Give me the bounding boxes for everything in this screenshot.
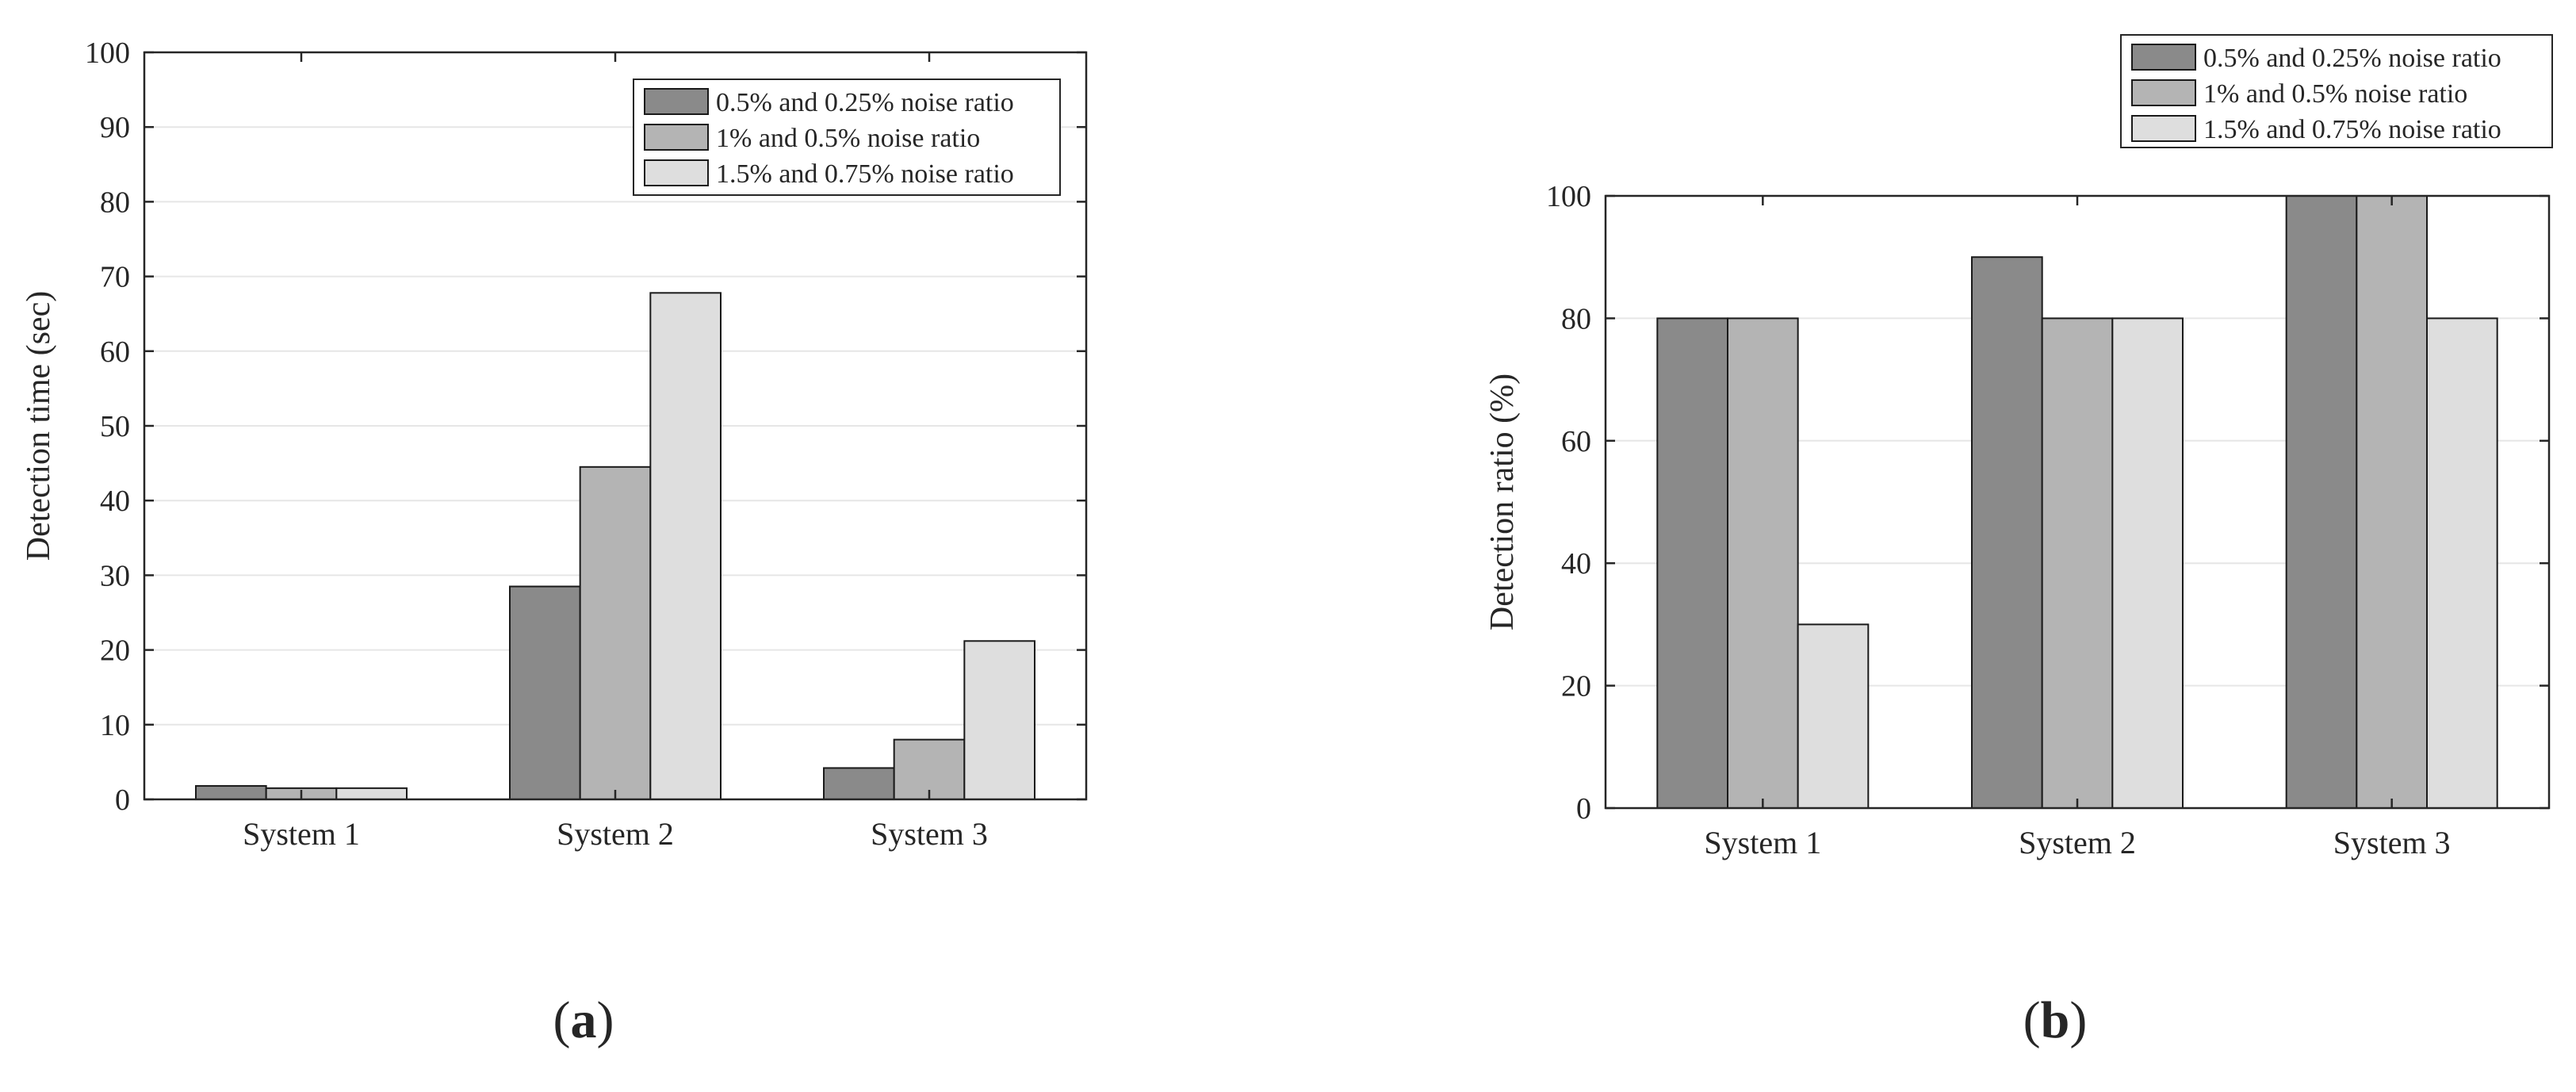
bar-1-system-3 — [2285, 195, 2358, 809]
bar-2-system-2 — [579, 466, 652, 800]
y-tick-label: 80 — [100, 186, 130, 219]
bar-1-system-2 — [1971, 256, 2043, 809]
bar-3-system-1 — [1797, 623, 1870, 810]
y-axis-label: Detection ratio (%) — [1484, 374, 1521, 630]
y-tick-label: 100 — [1546, 180, 1591, 213]
y-tick-label: 80 — [1561, 302, 1591, 335]
y-tick-label: 100 — [85, 36, 130, 70]
bar-2-system-2 — [2041, 317, 2114, 809]
y-tick-label: 0 — [115, 784, 130, 817]
y-tick-label: 20 — [100, 634, 130, 668]
bar-3-system-2 — [2111, 317, 2184, 809]
x-category-label: System 3 — [2333, 825, 2451, 860]
bar-1-system-3 — [823, 767, 895, 800]
bar-2-system-1 — [1727, 317, 1799, 809]
chart-panel-a: 0 10 20 30 40 50 60 70 80 90 100 System 1 System 2 Sy… — [21, 36, 1088, 1049]
legend-swatch — [644, 124, 709, 151]
y-tick-label: 70 — [100, 261, 130, 294]
legend-swatch — [2131, 44, 2196, 71]
x-category-label: System 3 — [871, 816, 988, 852]
legend-entry: 1% and 0.5% noise ratio — [2203, 79, 2467, 109]
bar-2-system-3 — [893, 738, 966, 801]
bar-2-system-3 — [2356, 195, 2428, 809]
legend: 0.5% and 0.25% noise ratio 1% and 0.5% no… — [633, 79, 1061, 196]
y-tick-label: 40 — [1561, 547, 1591, 580]
legend-swatch — [2131, 79, 2196, 106]
chart-panel-b: 0 20 40 60 80 100 System 1 System 2 System 3 Dete… — [1484, 34, 2553, 1049]
bar-3-system-2 — [649, 292, 722, 801]
legend-swatch — [644, 159, 709, 186]
y-tick-label: 0 — [1576, 792, 1591, 826]
x-category-label: System 1 — [1704, 825, 1821, 860]
legend-swatch — [2131, 115, 2196, 142]
legend-entry: 1% and 0.5% noise ratio — [716, 124, 980, 153]
y-tick-label: 30 — [100, 559, 130, 592]
y-tick-label: 20 — [1561, 670, 1591, 703]
y-axis-label: Detection time (sec) — [21, 291, 57, 561]
bar-1-system-2 — [509, 585, 581, 801]
x-category-label: System 1 — [243, 816, 360, 852]
panel-label: (b) — [2023, 991, 2088, 1049]
y-tick-label: 10 — [100, 709, 130, 742]
y-tick-label: 40 — [100, 485, 130, 518]
y-tick-label: 60 — [100, 335, 130, 369]
x-category-label: System 2 — [2019, 825, 2136, 860]
legend-entry: 1.5% and 0.75% noise ratio — [716, 159, 1014, 189]
bar-3-system-3 — [963, 640, 1036, 801]
bar-3-system-3 — [2426, 317, 2498, 809]
legend-entry: 1.5% and 0.75% noise ratio — [2203, 115, 2501, 144]
legend-swatch — [644, 88, 709, 115]
panel-label: (a) — [553, 991, 614, 1049]
legend: 0.5% and 0.25% noise ratio 1% and 0.5% no… — [2120, 34, 2553, 148]
legend-entry: 0.5% and 0.25% noise ratio — [2203, 44, 2501, 73]
y-tick-label: 60 — [1561, 425, 1591, 458]
bar-1-system-1 — [195, 785, 267, 801]
legend-entry: 0.5% and 0.25% noise ratio — [716, 88, 1014, 117]
y-tick-label: 90 — [100, 111, 130, 144]
bar-1-system-1 — [1656, 317, 1728, 809]
x-category-label: System 2 — [557, 816, 674, 852]
bar-3-system-1 — [335, 787, 408, 800]
y-tick-label: 50 — [100, 410, 130, 443]
